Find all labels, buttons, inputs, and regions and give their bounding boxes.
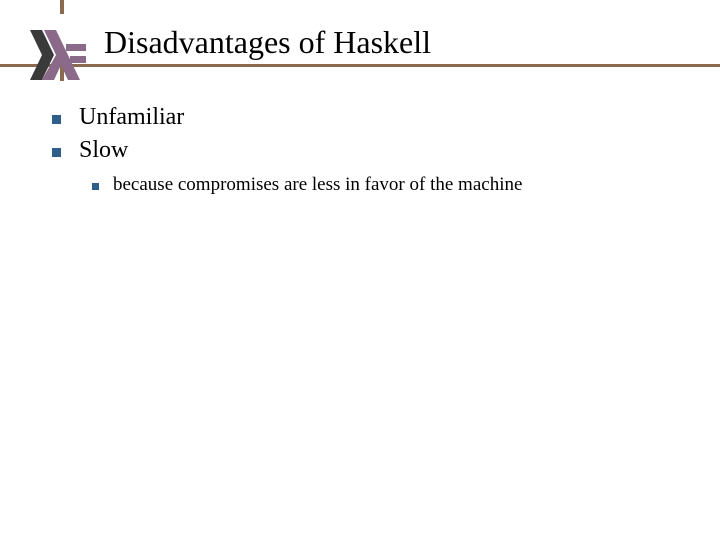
bullet-text: Slow [79, 137, 128, 164]
bullet-square-icon [52, 148, 61, 157]
sub-bullet-text: because compromises are less in favor of… [113, 174, 522, 196]
list-item: Unfamiliar [52, 104, 522, 131]
list-item: Slow [52, 137, 522, 164]
bullet-square-icon [52, 115, 61, 124]
decor-horizontal-line [0, 64, 720, 67]
decor-tick-top [60, 0, 64, 14]
sub-bullet-list: because compromises are less in favor of… [92, 174, 522, 196]
slide-title: Disadvantages of Haskell [104, 24, 431, 61]
bullet-text: Unfamiliar [79, 104, 184, 131]
list-item: because compromises are less in favor of… [92, 174, 522, 196]
bullet-square-icon [92, 183, 99, 190]
haskell-logo-icon [28, 28, 88, 82]
bullet-list: Unfamiliar Slow because compromises are … [52, 104, 522, 202]
